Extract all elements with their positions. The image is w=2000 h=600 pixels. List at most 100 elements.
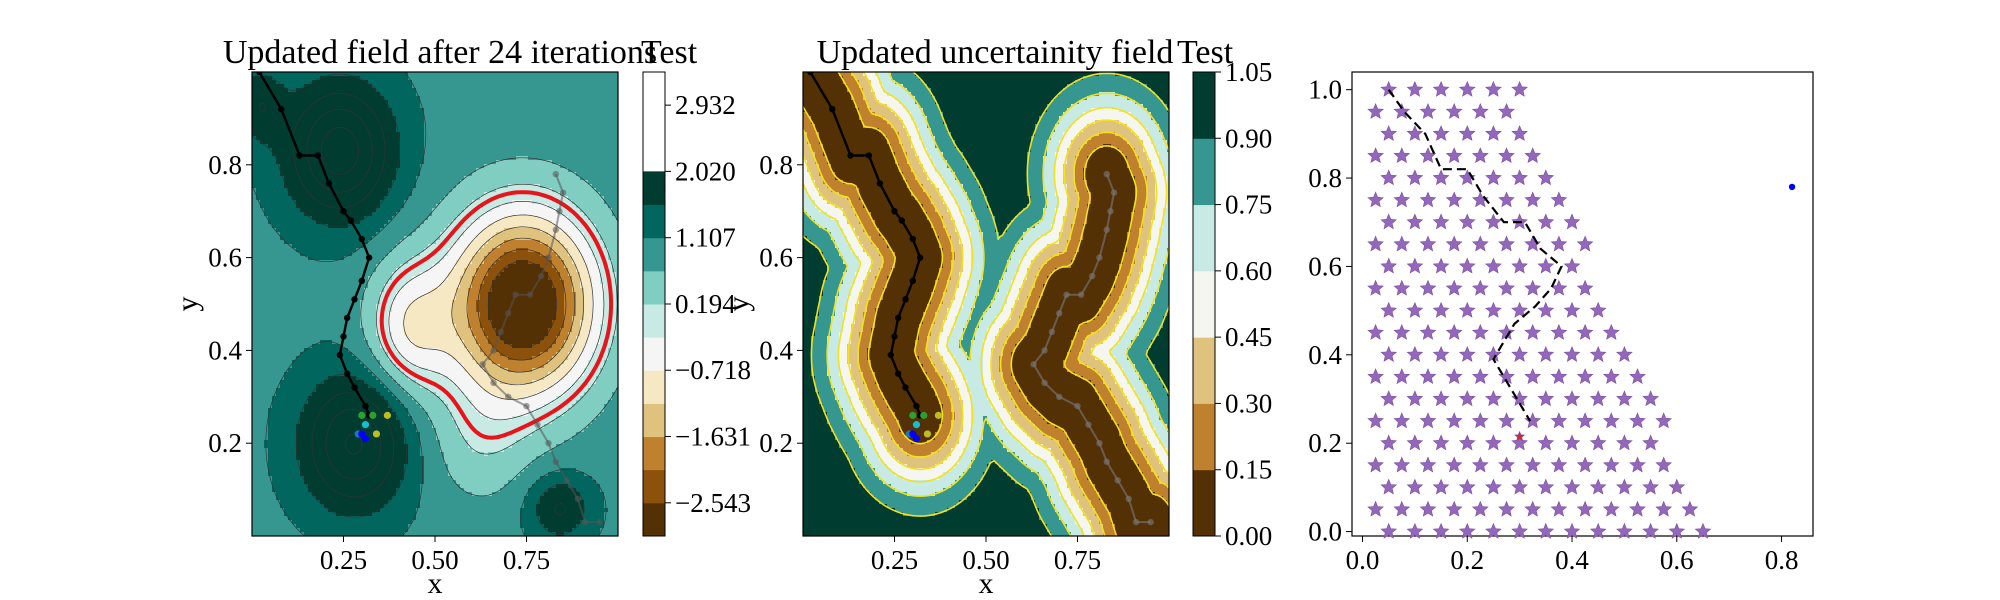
heatmap-cell (979, 180, 1028, 185)
heatmap-cell (424, 220, 453, 225)
heatmap-cell (1003, 444, 1024, 449)
heatmap-cell (1063, 448, 1076, 453)
heatmap-cell (376, 208, 401, 213)
heatmap-cell (1027, 296, 1040, 301)
heatmap-cell (879, 80, 896, 85)
heatmap-cell (907, 452, 932, 457)
heatmap-cell (532, 484, 557, 489)
heatmap-cell (919, 76, 1084, 81)
heatmap-cell (915, 348, 928, 353)
heatmap-cell (1027, 204, 1048, 209)
heatmap-cell (935, 204, 948, 209)
heatmap-cell (408, 452, 421, 457)
heatmap-cell (572, 348, 585, 353)
candidate-star (1458, 257, 1476, 274)
heatmap-cell (1155, 448, 1168, 453)
faded-path-point (1041, 347, 1048, 354)
candidate-star (1563, 257, 1581, 274)
heatmap-cell (308, 400, 389, 405)
heatmap-cell (1155, 404, 1169, 409)
heatmap-cell (859, 116, 884, 121)
heatmap-cell (1067, 240, 1080, 245)
heatmap-cell (408, 304, 453, 309)
heatmap-cell (420, 452, 445, 457)
heatmap-cell (536, 428, 585, 433)
heatmap-cell (947, 316, 956, 321)
heatmap-cell (1143, 448, 1156, 453)
heatmap-cell (392, 304, 409, 309)
heatmap-cell (1139, 424, 1152, 429)
heatmap-cell (863, 288, 872, 293)
heatmap-cell (1123, 408, 1136, 413)
heatmap-cell (420, 436, 437, 441)
heatmap-cell (604, 492, 618, 497)
heatmap-cell (991, 356, 1000, 361)
candidate-star (1485, 522, 1502, 539)
heatmap-cell (827, 368, 840, 373)
faded-path-point (497, 328, 505, 336)
x-tick-label: 0.50 (962, 545, 1009, 575)
heatmap-cell (1067, 108, 1092, 113)
heatmap-cell (404, 388, 429, 393)
heatmap-cell (803, 156, 816, 161)
heatmap-cell (955, 316, 972, 321)
heatmap-cell (943, 460, 960, 465)
candidate-star (1432, 213, 1450, 230)
heatmap-cell (811, 364, 828, 369)
heatmap-cell (512, 344, 533, 349)
heatmap-cell (252, 460, 269, 465)
heatmap-cell (488, 240, 505, 245)
heatmap-cell (1159, 96, 1169, 101)
heatmap-cell (995, 316, 1012, 321)
heatmap-cell (520, 508, 537, 513)
heatmap-cell (492, 280, 553, 285)
heatmap-cell (420, 484, 461, 489)
heatmap-cell (951, 236, 960, 241)
heatmap-cell (815, 332, 832, 337)
heatmap-cell (1059, 252, 1076, 257)
heatmap-cell (508, 368, 533, 373)
heatmap-cell (931, 180, 944, 185)
heatmap-cell (420, 404, 449, 409)
heatmap-cell (1027, 168, 1044, 173)
heatmap-cell (1023, 412, 1040, 417)
heatmap-cell (1075, 372, 1100, 377)
heatmap-cell (548, 528, 573, 533)
heatmap-cell (803, 420, 828, 425)
heatmap-cell (1139, 400, 1156, 405)
heatmap-cell (316, 384, 369, 389)
heatmap-cell (1039, 304, 1104, 309)
heatmap-cell (911, 192, 928, 197)
heatmap-cell (927, 304, 940, 309)
heatmap-cell (1103, 376, 1116, 381)
heatmap-cell (947, 128, 1036, 133)
heatmap-cell (1127, 276, 1140, 281)
heatmap-cell (1151, 464, 1164, 469)
heatmap-cell (480, 312, 489, 317)
heatmap-cell (967, 288, 980, 293)
heatmap-cell (1131, 292, 1144, 297)
heatmap-cell (919, 160, 932, 165)
candidate-star (1629, 456, 1646, 473)
heatmap-cell (604, 496, 618, 501)
candidate-star (1406, 434, 1424, 451)
heatmap-cell (839, 292, 852, 297)
heatmap-cell (851, 204, 864, 209)
heatmap-cell (871, 240, 888, 245)
candidate-star (1537, 434, 1555, 451)
heatmap-cell (951, 136, 1032, 141)
heatmap-cell (576, 488, 601, 493)
heatmap-cell (815, 376, 832, 381)
candidate-star (1602, 368, 1620, 385)
heatmap-cell (1071, 224, 1084, 229)
heatmap-cell (384, 504, 421, 509)
heatmap-cell (428, 216, 457, 221)
heatmap-cell (1159, 228, 1169, 233)
heatmap-cell (1067, 204, 1080, 209)
heatmap-cell (951, 424, 964, 429)
heatmap-cell (252, 444, 265, 449)
faded-path-point (1096, 254, 1103, 261)
heatmap-cell (1055, 96, 1088, 101)
heatmap-cell (963, 428, 972, 433)
heatmap-cell (859, 292, 872, 297)
